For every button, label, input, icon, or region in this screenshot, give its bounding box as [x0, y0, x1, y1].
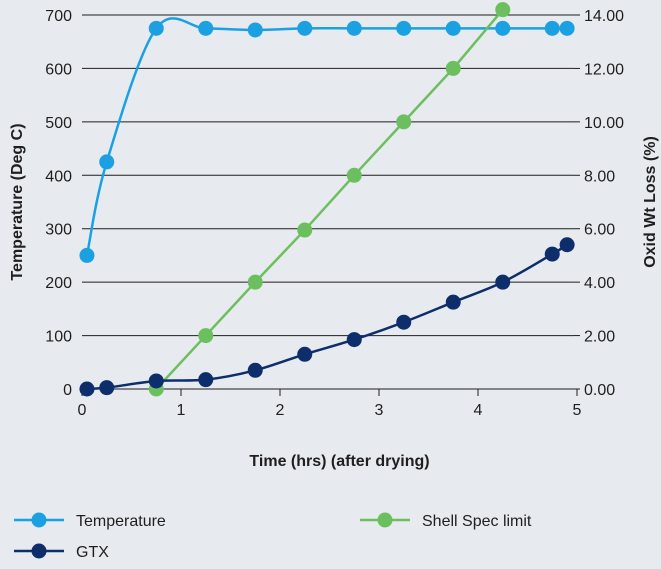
data-point-temperature: [495, 20, 511, 36]
y2-tick-label: 6.00: [584, 222, 615, 239]
y-tick-label: 0: [63, 382, 72, 399]
data-point-shell-spec-limit: [297, 222, 313, 238]
x-tick-label: 1: [177, 402, 186, 419]
data-point-gtx: [559, 237, 575, 253]
y-tick-label: 100: [45, 329, 72, 346]
data-point-temperature: [79, 247, 95, 263]
y-tick-label: 500: [45, 115, 72, 132]
data-point-gtx: [247, 362, 263, 378]
y2-tick-label: 4.00: [584, 275, 615, 292]
axes-layer: 0 100 200 300 400 500 600 700 0.00 2.00 4.00 6.00 8.…: [45, 8, 624, 419]
y2-tick-label: 12.00: [584, 61, 624, 78]
data-point-temperature: [445, 20, 461, 36]
series-line-shell-spec-limit: [155, 8, 504, 390]
series-line-gtx: [86, 243, 568, 391]
y2-tick-label: 14.00: [584, 8, 624, 25]
y-tick-label: 300: [45, 222, 72, 239]
series-temperature: [79, 17, 575, 263]
series-gtx: [79, 237, 575, 397]
y-tick-label: 200: [45, 275, 72, 292]
y2-tick-label: 8.00: [584, 168, 615, 185]
y2-tick-label: 10.00: [584, 115, 624, 132]
data-point-shell-spec-limit: [247, 274, 263, 290]
legend-label: Shell Spec limit: [422, 513, 532, 530]
data-point-temperature: [247, 22, 263, 38]
data-point-temperature: [198, 20, 214, 36]
data-point-gtx: [79, 381, 95, 397]
data-point-temperature: [559, 20, 575, 36]
data-point-temperature: [148, 20, 164, 36]
data-point-gtx: [445, 294, 461, 310]
data-point-shell-spec-limit: [445, 60, 461, 76]
legend-label: GTX: [76, 544, 109, 561]
legend: Temperature Shell Spec limit GTX: [14, 512, 532, 561]
data-point-gtx: [495, 274, 511, 290]
x-tick-label: 0: [78, 402, 87, 419]
data-point-gtx: [99, 380, 115, 396]
data-point-gtx: [396, 314, 412, 330]
y-tick-label: 700: [45, 8, 72, 25]
x-tick-label: 4: [474, 402, 483, 419]
data-point-temperature: [346, 20, 362, 36]
data-point-shell-spec-limit: [495, 2, 511, 18]
y2-tick-label: 0.00: [584, 382, 615, 399]
legend-item-gtx: GTX: [14, 543, 109, 561]
data-point-shell-spec-limit: [198, 328, 214, 344]
legend-marker: [31, 543, 47, 559]
grid-layer: [82, 14, 574, 337]
legend-label: Temperature: [76, 513, 166, 530]
y-tick-label: 400: [45, 168, 72, 185]
data-point-gtx: [148, 373, 164, 389]
data-point-temperature: [544, 20, 560, 36]
x-axis-title: Time (hrs) (after drying): [249, 453, 429, 470]
data-point-temperature: [99, 154, 115, 170]
legend-marker: [31, 512, 47, 528]
series-line-temperature: [85, 17, 568, 256]
y-axis-title: Temperature (Deg C): [9, 123, 26, 280]
data-point-gtx: [297, 346, 313, 362]
x-tick-label: 5: [573, 402, 582, 419]
y2-axis-title: Oxid Wt Loss (%): [642, 136, 659, 268]
y2-tick-label: 2.00: [584, 329, 615, 346]
data-point-shell-spec-limit: [346, 167, 362, 183]
y-tick-label: 600: [45, 61, 72, 78]
data-point-shell-spec-limit: [396, 114, 412, 130]
x-tick-label: 3: [375, 402, 384, 419]
series-shell-spec-limit: [148, 2, 511, 397]
x-tick-label: 2: [276, 402, 285, 419]
legend-item-temperature: Temperature: [14, 512, 166, 530]
series-layer: [79, 2, 575, 397]
legend-item-shell-spec-limit: Shell Spec limit: [360, 512, 532, 530]
data-point-gtx: [544, 246, 560, 262]
data-point-temperature: [297, 20, 313, 36]
data-point-gtx: [198, 372, 214, 388]
legend-marker: [377, 512, 393, 528]
data-point-gtx: [346, 332, 362, 348]
data-point-temperature: [396, 20, 412, 36]
